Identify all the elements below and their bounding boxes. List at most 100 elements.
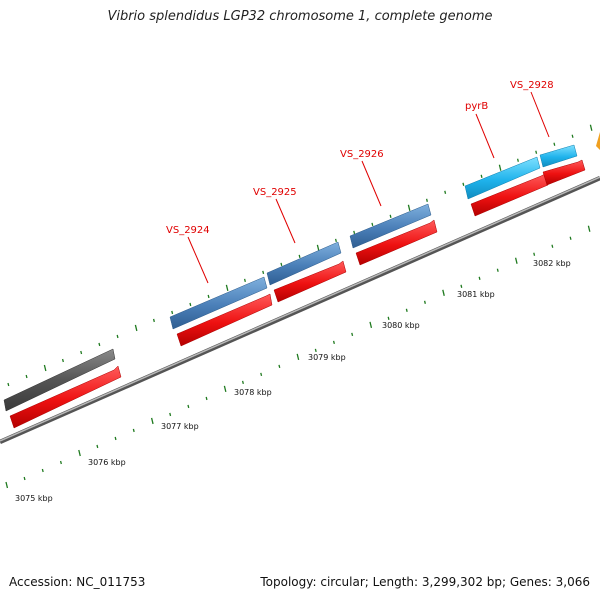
scale-minor-tick	[405, 308, 408, 312]
cds-arrow-vs2925[interactable]	[273, 260, 347, 303]
cds-arrow-vs2926[interactable]	[355, 219, 438, 266]
gene-feature-vs2926[interactable]	[349, 203, 432, 249]
scale-minor-tick	[478, 276, 481, 280]
upper-tick	[189, 302, 192, 307]
gene-feature-vs2924[interactable]	[169, 276, 268, 330]
gene-feature-pyrb[interactable]	[464, 156, 541, 200]
scale-minor-tick	[41, 468, 44, 473]
upper-tick	[371, 222, 374, 226]
scale-label-3080: 3080 kbp	[382, 321, 420, 330]
cds-arrow-vs2928[interactable]	[542, 159, 586, 186]
upper-tick	[425, 198, 428, 202]
scale-minor-tick	[569, 236, 572, 240]
upper-tick	[25, 374, 28, 379]
gene-feature-vs2928[interactable]	[539, 144, 578, 168]
upper-tick	[43, 364, 47, 372]
scale-minor-tick	[423, 300, 426, 304]
scale-minor-tick	[96, 444, 99, 449]
scale-minor-tick	[23, 476, 26, 481]
scale-label-3077: 3077 kbp	[161, 422, 199, 431]
scale-minor-tick	[260, 372, 263, 377]
scale-minor-tick	[351, 332, 354, 336]
scale-major-tick	[587, 225, 591, 232]
upper-tick	[389, 214, 392, 218]
upper-tick	[444, 190, 447, 194]
gene-feature-track	[3, 132, 600, 412]
scale-minor-tick	[205, 396, 208, 401]
scale-minor-tick	[314, 348, 317, 353]
upper-tick-track	[7, 124, 593, 387]
leader-vs2924	[187, 236, 209, 284]
scale-minor-tick	[332, 340, 335, 345]
scale-label-3082: 3082 kbp	[533, 259, 571, 268]
scale-minor-tick	[241, 380, 244, 385]
scale-minor-tick	[169, 412, 172, 417]
scale-minor-tick	[533, 252, 536, 256]
scale-label-3076: 3076 kbp	[88, 458, 126, 467]
upper-tick	[535, 150, 538, 154]
upper-tick	[589, 124, 593, 131]
scale-major-tick	[514, 257, 518, 264]
scale-major-tick	[223, 385, 227, 393]
leader-vs2925	[275, 198, 296, 244]
gene-label-pyrb[interactable]: pyrB	[465, 101, 488, 112]
leader-vs2928	[530, 91, 550, 138]
upper-tick	[98, 342, 101, 347]
map-title: Vibrio splendidus LGP32 chromosome 1, co…	[107, 9, 493, 24]
upper-tick	[480, 174, 483, 178]
scale-label-layer: 3075 kbp 3076 kbp 3077 kbp 3078 kbp 3079…	[15, 259, 571, 503]
genome-backbone-highlight	[0, 176, 600, 442]
scale-tick-track	[5, 225, 591, 489]
genome-summary-text: Topology: circular; Length: 3,299,302 bp…	[260, 575, 590, 589]
gene-label-vs2926[interactable]: VS_2926	[340, 149, 384, 160]
gene-label-vs2924[interactable]: VS_2924	[166, 225, 210, 236]
accession-text: Accession: NC_011753	[9, 575, 146, 589]
scale-minor-tick	[460, 284, 463, 288]
genome-backbone	[0, 175, 600, 445]
upper-tick	[553, 142, 556, 146]
upper-tick	[116, 334, 119, 339]
scale-minor-tick	[132, 428, 135, 433]
upper-tick	[134, 324, 138, 332]
scale-major-tick	[78, 449, 81, 457]
scale-minor-tick	[387, 316, 390, 320]
gene-label-layer: VS_2924 VS_2925 VS_2926 pyrB VS_2928	[166, 80, 554, 284]
scale-major-tick	[442, 289, 445, 296]
scale-label-3079: 3079 kbp	[308, 353, 346, 362]
scale-major-tick	[5, 481, 9, 489]
gene-feature-grey[interactable]	[3, 348, 116, 412]
upper-tick	[152, 318, 155, 323]
scale-minor-tick	[551, 244, 554, 248]
scale-minor-tick	[59, 460, 62, 465]
gene-label-vs2928[interactable]: VS_2928	[510, 80, 554, 91]
leader-vs2926	[361, 160, 382, 207]
cds-track	[9, 159, 586, 429]
scale-label-3075: 3075 kbp	[15, 494, 53, 503]
upper-tick	[171, 310, 174, 315]
scale-major-tick	[296, 353, 300, 361]
scale-major-tick	[369, 321, 373, 328]
cds-arrow-1[interactable]	[9, 365, 122, 429]
upper-tick	[316, 244, 320, 252]
scale-minor-tick	[278, 364, 281, 369]
scale-minor-tick	[187, 404, 190, 409]
upper-tick	[243, 278, 246, 283]
upper-tick	[353, 230, 356, 234]
cds-arrow-vs2924[interactable]	[176, 293, 273, 347]
gene-feature-orange-partial[interactable]	[596, 132, 600, 150]
gene-label-vs2925[interactable]: VS_2925	[253, 187, 297, 198]
upper-tick	[498, 164, 502, 171]
scale-label-3078: 3078 kbp	[234, 388, 272, 397]
upper-tick	[61, 358, 64, 363]
upper-tick	[207, 294, 210, 299]
gene-feature-vs2925[interactable]	[266, 241, 342, 286]
upper-tick	[80, 350, 83, 355]
scale-major-tick	[150, 417, 154, 425]
upper-tick	[262, 270, 265, 275]
upper-tick	[516, 158, 519, 162]
leader-pyrb	[475, 113, 495, 159]
upper-tick	[280, 262, 283, 267]
upper-tick	[571, 134, 574, 138]
upper-tick	[7, 382, 10, 387]
